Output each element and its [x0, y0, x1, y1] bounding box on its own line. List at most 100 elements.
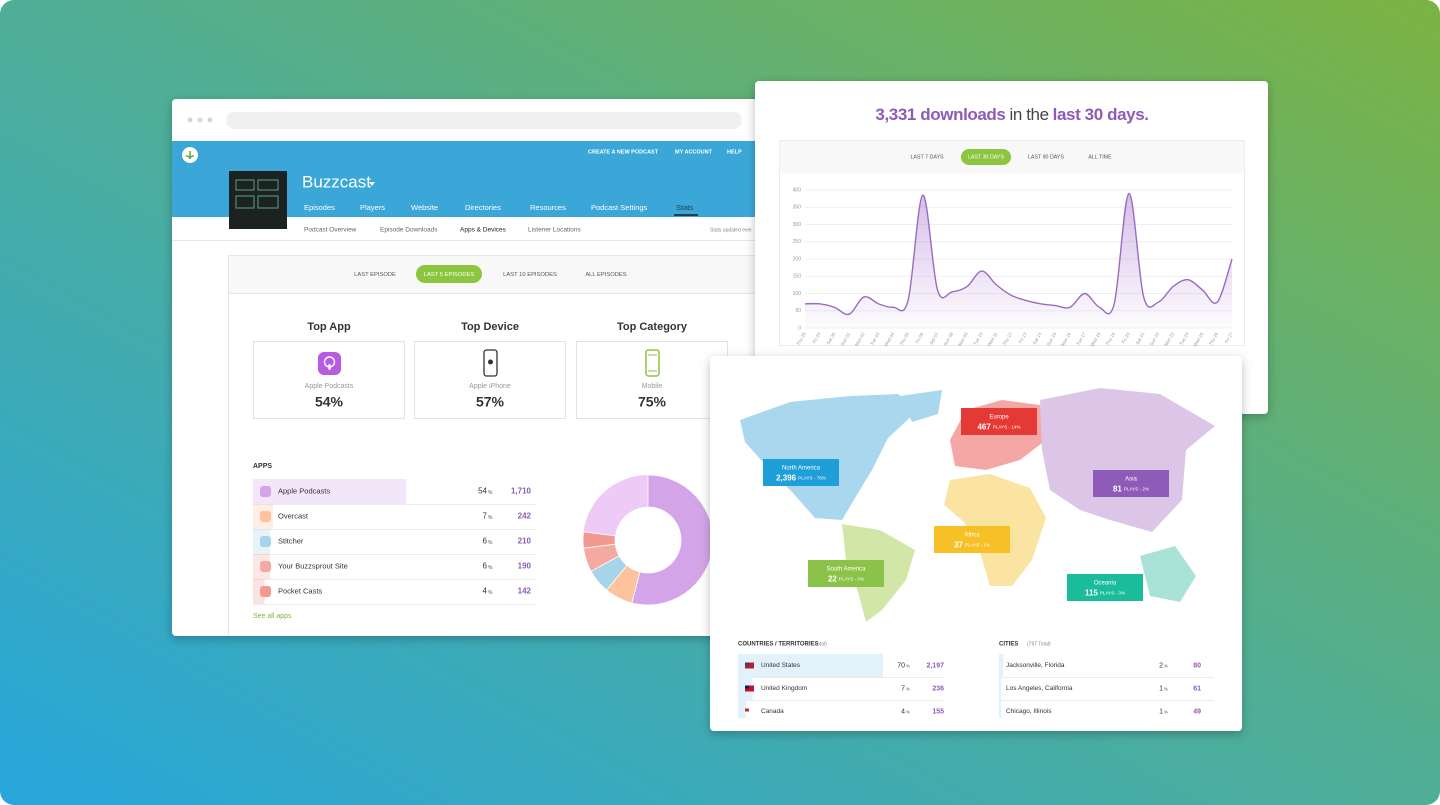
sub-tab[interactable]: Listener Locations: [528, 227, 582, 234]
see-all-link[interactable]: See all apps: [253, 613, 292, 620]
nav-tab[interactable]: Podcast Settings: [591, 203, 648, 212]
row-count: 80: [1193, 662, 1201, 669]
share-bar: [738, 700, 747, 718]
flag: [745, 662, 749, 666]
filter-bar: [229, 256, 762, 293]
episode-filter[interactable]: LAST EPISODE: [354, 272, 396, 278]
range-filter[interactable]: LAST 7 DAYS: [910, 154, 944, 160]
window-dot: [207, 117, 213, 123]
nav-tab[interactable]: Stats: [676, 203, 693, 212]
region-stats: 467 PLAYS - 14%: [977, 423, 1020, 432]
episode-filter[interactable]: ALL EPISODES: [585, 272, 626, 278]
share-bar: [999, 654, 1004, 677]
app-count: 210: [518, 537, 532, 546]
artwork-lines: [235, 179, 279, 209]
x-tick-label: Sun 01: [840, 331, 852, 346]
sub-tab[interactable]: Podcast Overview: [304, 227, 357, 234]
app-name[interactable]: Pocket Casts: [278, 586, 322, 595]
nav-link[interactable]: HELP: [727, 149, 742, 155]
row-name[interactable]: United Kingdom: [761, 685, 807, 692]
nav-tab[interactable]: Episodes: [304, 203, 335, 212]
address-bar[interactable]: [226, 112, 742, 129]
app-name[interactable]: Stitcher: [278, 536, 304, 545]
stat-name: Apple Podcasts: [305, 383, 354, 390]
percent-unit: %: [488, 490, 493, 496]
nav-tab[interactable]: Website: [411, 203, 438, 212]
y-tick-label: 250: [793, 239, 802, 245]
row-name[interactable]: Chicago, Illinois: [1006, 708, 1052, 715]
row-name[interactable]: Los Angeles, California: [1006, 685, 1073, 692]
app-name[interactable]: Your Buzzsprout Site: [278, 561, 348, 570]
region-name: Europe: [989, 415, 1009, 421]
y-tick-label: 400: [793, 187, 802, 193]
title-caret[interactable]: [369, 182, 375, 186]
percent-unit: %: [1164, 687, 1168, 692]
nav-link[interactable]: CREATE A NEW PODCAST: [588, 149, 659, 155]
percent-unit: %: [488, 590, 493, 596]
podcast-title[interactable]: Buzzcast: [302, 172, 371, 191]
x-tick-label: Sat 21: [1135, 331, 1146, 345]
y-tick-label: 300: [793, 222, 802, 228]
region-label-box[interactable]: [808, 560, 884, 587]
headline-period: last 30 days.: [1053, 105, 1149, 124]
nav-tab[interactable]: Resources: [530, 203, 566, 212]
sub-tab[interactable]: Apps & Devices: [460, 227, 507, 234]
region-detail: PLAYS - 3%: [1100, 591, 1125, 596]
x-tick-label: Tue 10: [972, 331, 984, 346]
app-percent: 7: [483, 512, 488, 521]
row-percent: 7: [901, 685, 905, 692]
x-tick-label: Fri 06: [915, 331, 925, 344]
range-filter[interactable]: LAST 30 DAYS: [968, 154, 1004, 160]
share-bar: [738, 654, 883, 677]
row-name[interactable]: United States: [761, 662, 801, 669]
percent-unit: %: [488, 540, 493, 546]
episode-filter[interactable]: LAST 5 EPISODES: [424, 272, 475, 278]
window-dot: [197, 117, 203, 123]
app-count: 1,710: [511, 487, 532, 496]
y-tick-label: 200: [793, 256, 802, 262]
region-detail: PLAYS - 1%: [965, 543, 990, 548]
continent-north-america: [740, 394, 918, 520]
app-name[interactable]: Overcast: [278, 511, 309, 520]
nav-tab[interactable]: Directories: [465, 203, 501, 212]
app-name[interactable]: Apple Podcasts: [278, 486, 330, 495]
nav-tab[interactable]: Players: [360, 203, 385, 212]
area-fill: [805, 193, 1232, 328]
row-name[interactable]: Canada: [761, 708, 784, 715]
region-label-box[interactable]: [1093, 470, 1169, 497]
region-stats: 2,396 PLAYS - 76%: [776, 474, 826, 483]
continent-oceania: [1140, 546, 1196, 602]
continent-asia: [1040, 388, 1215, 532]
sub-tab[interactable]: Episode Downloads: [380, 227, 438, 234]
line: [804, 192, 1233, 316]
range-filter[interactable]: ALL TIME: [1088, 154, 1112, 160]
percent-unit: %: [488, 515, 493, 521]
row-name[interactable]: Jacksonville, Florida: [1006, 662, 1065, 669]
share-bar: [999, 677, 1002, 700]
tab-underline: [674, 214, 698, 216]
table-total: (57 Total): [806, 641, 827, 647]
region-plays: 467: [977, 423, 991, 432]
episode-filter[interactable]: LAST 10 EPISODES: [503, 272, 557, 278]
range-filter[interactable]: LAST 90 DAYS: [1028, 154, 1064, 160]
app-icon: [260, 536, 271, 547]
x-tick-label: Fri 29: [812, 331, 822, 344]
row-percent: 1: [1159, 708, 1163, 715]
filter-pill[interactable]: [416, 265, 482, 283]
region-label-box[interactable]: [763, 459, 839, 486]
region-label-box[interactable]: [1067, 574, 1143, 601]
stats-note: Stats updated ever: [710, 227, 752, 233]
filter-pill[interactable]: [961, 149, 1011, 165]
percent-unit: %: [488, 565, 493, 571]
phone-icon: [483, 349, 498, 377]
table-heading: CITIES: [999, 642, 1018, 648]
region-label-box[interactable]: [961, 408, 1037, 435]
x-tick-label: Sat 30: [826, 331, 837, 345]
headline-middle: in the: [1009, 105, 1048, 124]
x-tick-label: Thu 28: [796, 331, 808, 346]
region-detail: PLAYS - 2%: [1124, 487, 1149, 492]
region-label-box[interactable]: [934, 526, 1010, 553]
nav-link[interactable]: MY ACCOUNT: [675, 149, 713, 155]
apps-heading: APPS: [253, 463, 272, 470]
y-tick-label: 100: [793, 291, 802, 297]
